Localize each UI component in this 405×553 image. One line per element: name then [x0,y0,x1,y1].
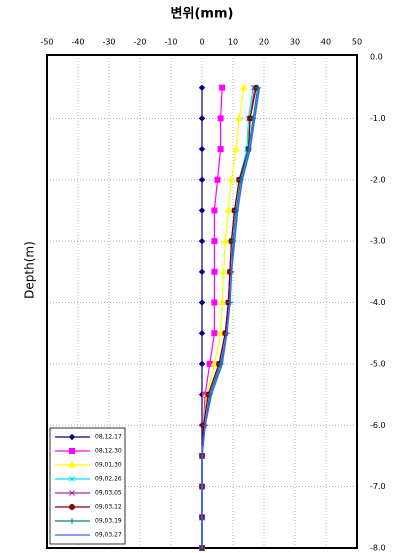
legend-box [49,427,126,545]
legend-label: 08,12,17 [95,434,122,441]
marker [217,115,224,122]
marker [219,84,226,91]
marker [227,175,236,183]
legend-label: 09,03,27 [95,532,122,539]
y-tick-label: -2.0 [370,175,386,184]
marker [216,329,225,336]
marker [69,490,75,496]
marker [198,176,206,183]
marker [69,518,75,524]
y-tick-label: -5.0 [370,359,386,368]
marker [211,299,218,306]
marker [224,206,233,213]
x-tick-label: 30 [290,38,300,47]
y-tick-label: -8.0 [370,544,386,553]
marker [239,83,248,91]
y-tick-label: -7.0 [370,482,386,491]
chart-title: 변위(mm) [171,7,234,22]
legend-label: 09,03,19 [95,518,122,525]
marker [198,145,206,153]
x-tick-label: -10 [164,38,177,47]
marker [219,267,228,275]
marker [198,299,206,306]
marker [235,114,244,121]
y-tick-label: -1.0 [370,114,386,123]
x-tick-label: 20 [259,38,269,47]
series [199,84,261,551]
legend-label: 08,12,30 [95,448,122,455]
y-tick-label: -6.0 [370,421,386,430]
x-tick-label: -20 [133,38,146,47]
marker [198,115,206,122]
marker [198,329,206,337]
marker [68,461,76,468]
x-tick-label: 40 [321,38,331,47]
marker [214,176,221,183]
x-tick-label: 0 [199,38,204,47]
y-tick-label: 0.0 [370,53,383,62]
marker [211,207,218,214]
x-tick-label: 50 [352,38,362,47]
x-tick-label: -40 [71,38,84,47]
marker [210,359,219,367]
x-tick-label: -30 [102,38,115,47]
marker [198,84,206,91]
marker [69,476,75,482]
marker [68,433,76,441]
legend-label: 09,03,12 [95,504,122,511]
marker [254,84,261,91]
marker [211,268,218,275]
legend-label: 09,02,26 [95,476,122,483]
marker [218,298,227,305]
x-tick-label: -50 [40,38,53,47]
series [201,87,261,548]
y-axis-label: Depth(m) [23,241,37,299]
series-line [201,87,223,548]
series [198,83,248,551]
marker [221,237,230,244]
marker [198,268,206,276]
legend-label: 09,03,05 [95,490,122,497]
marker [211,330,218,337]
marker [69,448,75,454]
marker [232,145,240,152]
marker [198,360,206,368]
y-tick-label: -3.0 [370,237,386,246]
series-line [201,87,245,548]
marker [198,207,206,214]
series-line [201,87,261,548]
x-tick-label: 10 [228,38,238,47]
legend-label: 09,01,30 [95,462,122,469]
marker [198,237,206,245]
y-tick-label: -4.0 [370,298,386,307]
series-line [201,87,259,548]
marker [69,504,75,510]
marker [217,146,224,153]
marker [211,238,218,245]
